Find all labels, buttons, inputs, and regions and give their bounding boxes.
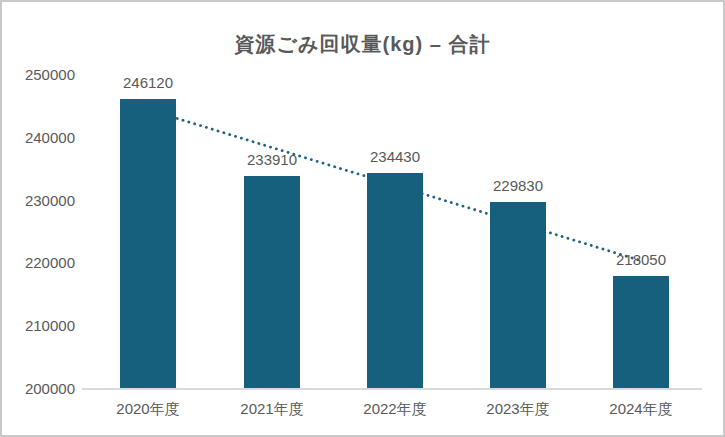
bar-2021年度 <box>244 176 300 388</box>
y-axis-tick-label: 240000 <box>2 129 75 147</box>
x-axis-category-label: 2022年度 <box>340 400 450 418</box>
x-axis-category-label: 2023年度 <box>463 400 573 418</box>
bar-2020年度 <box>120 99 176 388</box>
x-axis-category-label: 2020年度 <box>93 400 203 418</box>
y-axis-tick-label: 220000 <box>2 254 75 272</box>
data-label: 233910 <box>217 151 327 169</box>
y-axis-tick-label: 230000 <box>2 192 75 210</box>
y-axis-tick-label: 250000 <box>2 66 75 84</box>
x-axis-category-label: 2021年度 <box>217 400 327 418</box>
y-axis-tick-label: 200000 <box>2 380 75 398</box>
y-axis-tick-label: 210000 <box>2 317 75 335</box>
data-label: 246120 <box>93 74 203 92</box>
data-label: 218050 <box>586 251 696 269</box>
data-label: 229830 <box>463 177 573 195</box>
chart-frame: 資源ごみ回収量(kg) – 合計 20000021000022000023000… <box>0 0 725 437</box>
bar-2023年度 <box>490 202 546 388</box>
plot-area: 200000 210000 220000 230000 240000 250000 2461… <box>2 2 723 435</box>
bar-2024年度 <box>613 276 669 388</box>
x-axis-category-label: 2024年度 <box>586 400 696 418</box>
data-label: 234430 <box>340 148 450 166</box>
x-axis-line <box>82 388 702 390</box>
bar-2022年度 <box>367 173 423 388</box>
